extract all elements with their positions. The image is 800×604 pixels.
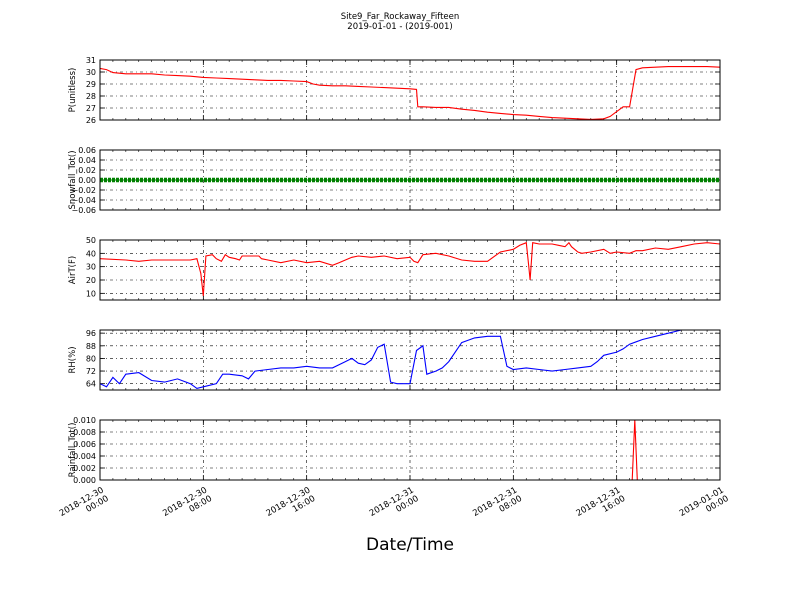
- y-tick-label: 10: [86, 289, 96, 298]
- y-tick-label: 30: [86, 68, 96, 77]
- y-tick-label: 27: [86, 104, 96, 113]
- x-axis-label: Date/Time: [366, 535, 454, 555]
- y-tick-label: 50: [86, 236, 96, 245]
- x-tick-label: 2018-12-3116:00: [575, 485, 628, 527]
- series-line: [100, 241, 720, 297]
- y-axis-label: Snowfall_Tot(): [68, 150, 78, 209]
- y-tick-label: 0.002: [73, 464, 96, 473]
- y-tick-label: 28: [86, 92, 96, 101]
- axes-frame: [99, 239, 721, 301]
- axes-frame: [99, 419, 721, 481]
- x-tick-label: 2018-12-3108:00: [471, 485, 524, 527]
- y-tick-label: 40: [86, 249, 96, 258]
- figure-subtitle: 2019-01-01 - (2019-001): [347, 22, 452, 32]
- subplot-panels: 262728293031P(unitless)−0.06−0.04−0.020.…: [68, 56, 721, 485]
- y-axis-label: RH(%): [68, 346, 78, 373]
- y-tick-label: 96: [86, 329, 96, 338]
- y-tick-label: −0.06: [71, 206, 96, 215]
- x-tick-label: 2019-01-0100:00: [678, 485, 731, 527]
- y-tick-label: 88: [86, 342, 96, 351]
- y-axis-label: P(unitless): [68, 68, 78, 113]
- y-tick-label: 26: [86, 116, 96, 125]
- y-tick-label: 0.02: [78, 166, 96, 175]
- axes-frame: [99, 149, 721, 211]
- y-tick-label: 0.008: [73, 428, 96, 437]
- x-tick-label: 2018-12-3100:00: [368, 485, 421, 527]
- subplot-2: −0.06−0.04−0.020.000.020.040.06Snowfall_…: [68, 146, 721, 215]
- figure-title: Site9_Far_Rockaway_Fifteen: [341, 12, 460, 22]
- y-tick-label: 30: [86, 263, 96, 272]
- y-tick-label: 0.006: [73, 440, 96, 449]
- x-tick-label: 2018-12-3000:00: [58, 485, 111, 527]
- y-tick-label: −0.02: [71, 186, 96, 195]
- y-tick-label: 0.000: [73, 476, 96, 485]
- series-line: [100, 330, 720, 389]
- series-line: [100, 66, 720, 120]
- y-tick-label: 31: [86, 56, 96, 65]
- subplot-3: 10 20 30 40 50 AirT(F): [68, 236, 721, 301]
- y-tick-label: 80: [86, 354, 96, 363]
- y-tick-label: 29: [86, 80, 96, 89]
- subplot-4: 64 72 80 88 96 RH(%): [68, 329, 721, 391]
- axes-frame: [99, 329, 721, 391]
- y-tick-label: 64: [86, 380, 96, 389]
- x-tick-label: 2018-12-3016:00: [265, 485, 318, 527]
- axes-frame: [99, 59, 721, 121]
- x-tick-label: 2018-12-3008:00: [161, 485, 214, 527]
- y-tick-label: −0.04: [71, 196, 96, 205]
- y-tick-label: 0.010: [73, 416, 96, 425]
- x-tick-labels: 2018-12-3000:00 2018-12-3008:00 2018-12-30…: [58, 485, 731, 527]
- subplot-5: 0.000 0.002 0.004 0.006 0.008 0.010Rainfall_T…: [68, 416, 721, 485]
- subplot-1: 26 27 28 29 30 31 P(unitless): [68, 56, 721, 125]
- y-tick-label: 0.004: [73, 452, 96, 461]
- y-tick-label: 0.00: [78, 176, 96, 185]
- y-tick-label: 20: [86, 276, 96, 285]
- y-axis-label: AirT(F): [68, 256, 78, 284]
- y-axis-label: Rainfall_Tot(): [68, 423, 78, 478]
- y-tick-label: 72: [86, 367, 96, 376]
- y-tick-label: 0.04: [78, 156, 96, 165]
- y-tick-label: 0.06: [78, 146, 96, 155]
